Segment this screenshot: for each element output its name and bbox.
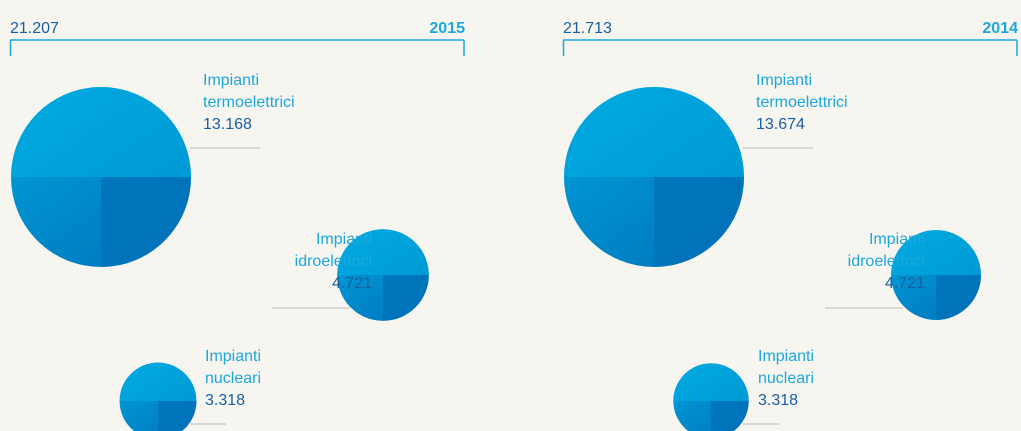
bubble-top [564, 87, 744, 177]
total: 21.713 [563, 20, 612, 37]
year: 2014 [982, 20, 1018, 37]
bubble-quadrant [936, 275, 981, 320]
bubble-quadrant [654, 177, 744, 267]
bubble-top [891, 230, 981, 275]
bubble-top [337, 229, 429, 275]
total: 21.207 [10, 20, 59, 37]
category-label: Impianti idroelettrici [848, 231, 925, 270]
category-label: Impianti termoelettrici [756, 72, 848, 111]
bubble-quadrant [711, 401, 749, 431]
value-label: 13.674 [756, 116, 805, 133]
category-label: Impianti idroelettrici [295, 231, 372, 270]
category-label: Impianti nucleari [758, 348, 814, 387]
bubble-quadrant [158, 401, 197, 431]
bubble-top [11, 87, 191, 177]
value-label: 4.721 [332, 275, 372, 292]
bubble-top [673, 363, 749, 401]
bubble-quadrant [383, 275, 429, 321]
category-label: Impianti termoelettrici [203, 72, 295, 111]
category-label: Impianti nucleari [205, 348, 261, 387]
year: 2015 [429, 20, 465, 37]
bubble-quadrant [101, 177, 191, 267]
value-label: 4.721 [885, 275, 925, 292]
value-label: 13.168 [203, 116, 252, 133]
bubble-top [119, 362, 197, 401]
value-label: 3.318 [205, 392, 245, 409]
value-label: 3.318 [758, 392, 798, 409]
